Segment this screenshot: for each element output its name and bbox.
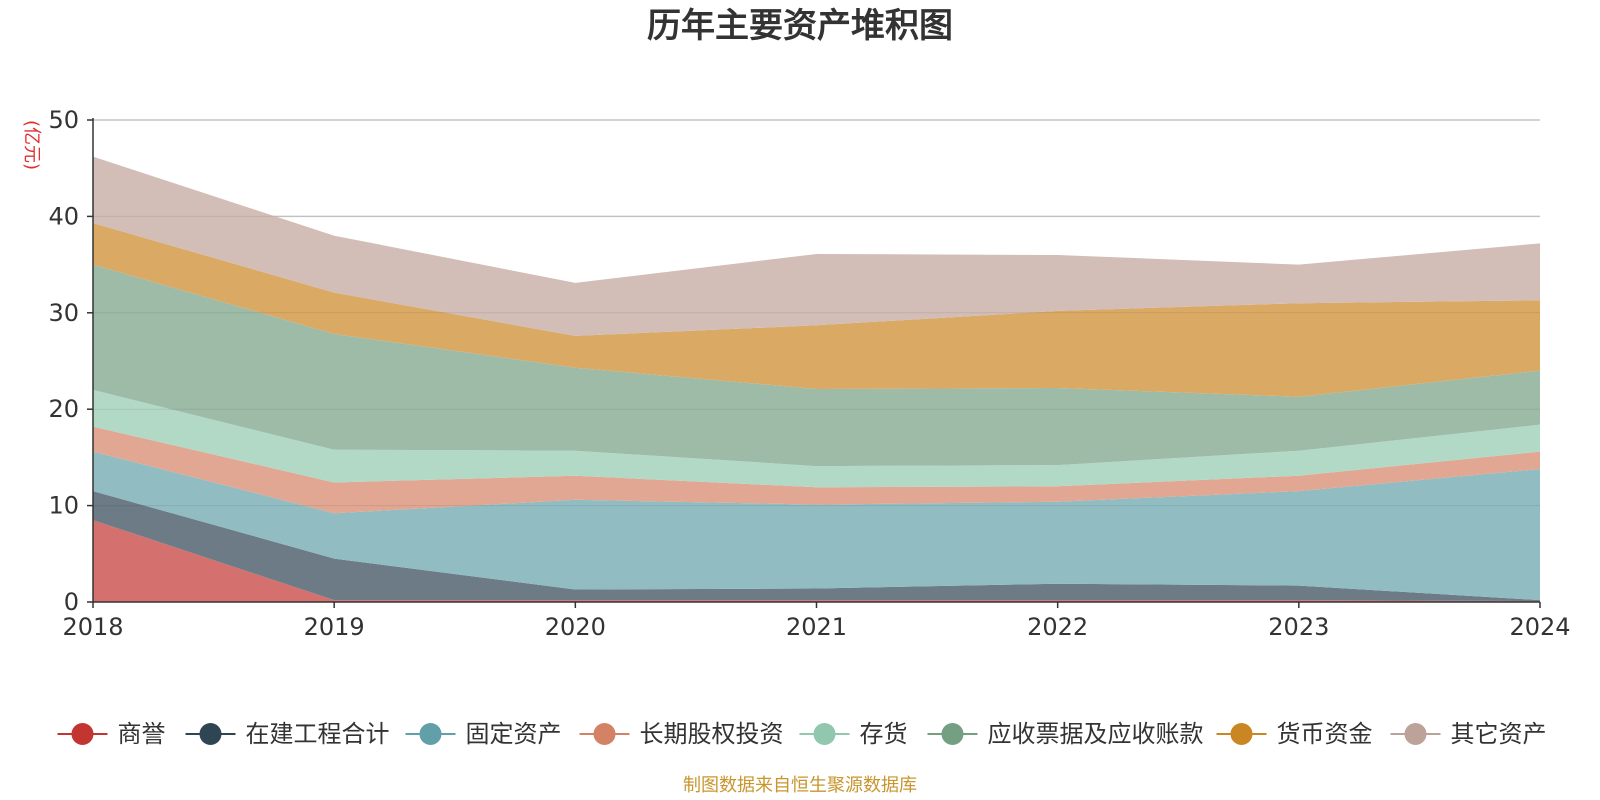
area-4 xyxy=(93,426,1540,514)
legend-label: 长期股权投资 xyxy=(640,720,784,748)
legend-item: 应收票据及应收账款 xyxy=(927,720,1204,748)
legend-item: 长期股权投资 xyxy=(579,720,784,748)
x-tick-label: 2020 xyxy=(545,613,606,641)
legend-marker-dot xyxy=(593,723,616,745)
area-6 xyxy=(93,264,1540,467)
area-1 xyxy=(93,520,1540,602)
legend-item: 其它资产 xyxy=(1390,720,1547,748)
legend-label: 商誉 xyxy=(118,720,166,748)
legend-marker-dot xyxy=(1404,723,1427,745)
y-tick-label: 10 xyxy=(48,492,79,520)
x-tick-label: 2019 xyxy=(304,613,365,641)
area-3 xyxy=(93,451,1540,601)
y-tick-label: 20 xyxy=(48,395,79,423)
legend-marker-dot xyxy=(941,723,964,745)
source-note: 制图数据来自恒生聚源数据库 xyxy=(683,775,917,796)
y-axis-unit: (亿元) xyxy=(21,120,42,170)
legend-label: 应收票据及应收账款 xyxy=(988,720,1204,748)
x-tick-label: 2022 xyxy=(1027,613,1088,641)
y-tick-label: 30 xyxy=(48,299,79,327)
x-tick-label: 2018 xyxy=(62,613,123,641)
legend-item: 商誉 xyxy=(57,720,166,748)
legend-marker-dot xyxy=(71,723,94,745)
legend-label: 其它资产 xyxy=(1451,720,1547,748)
legend-marker-dot xyxy=(419,723,442,745)
legend-label: 在建工程合计 xyxy=(246,720,390,748)
legend-label: 货币资金 xyxy=(1277,720,1373,748)
x-tick-label: 2024 xyxy=(1509,613,1570,641)
legend-marker-dot xyxy=(813,723,836,745)
area-5 xyxy=(93,389,1540,488)
y-tick-label: 50 xyxy=(48,106,79,134)
area-8 xyxy=(93,156,1540,336)
y-tick-label: 0 xyxy=(64,588,79,616)
legend-label: 存货 xyxy=(860,720,908,748)
area-7 xyxy=(93,223,1540,397)
legend-item: 在建工程合计 xyxy=(185,720,390,748)
legend-label: 固定资产 xyxy=(466,720,562,748)
legend: 商誉 在建工程合计 固定资产 长期股权投资 存货 应收票据及应收账款 货币资金 其它资产 xyxy=(57,720,1547,748)
legend-item: 存货 xyxy=(799,720,908,748)
y-tick-label: 40 xyxy=(48,202,79,230)
chart-title: 历年主要资产堆积图 xyxy=(647,6,953,46)
x-tick-label: 2021 xyxy=(786,613,847,641)
x-tick-label: 2023 xyxy=(1268,613,1329,641)
legend-marker-dot xyxy=(1230,723,1253,745)
legend-item: 固定资产 xyxy=(405,720,562,748)
axes: 0 10 20 30 40 50 2018 2019 2020 2021 2022 2023 2024 xyxy=(48,106,1570,641)
legend-marker-dot xyxy=(199,723,222,745)
area-series xyxy=(93,119,1540,602)
legend-item: 货币资金 xyxy=(1216,720,1373,748)
